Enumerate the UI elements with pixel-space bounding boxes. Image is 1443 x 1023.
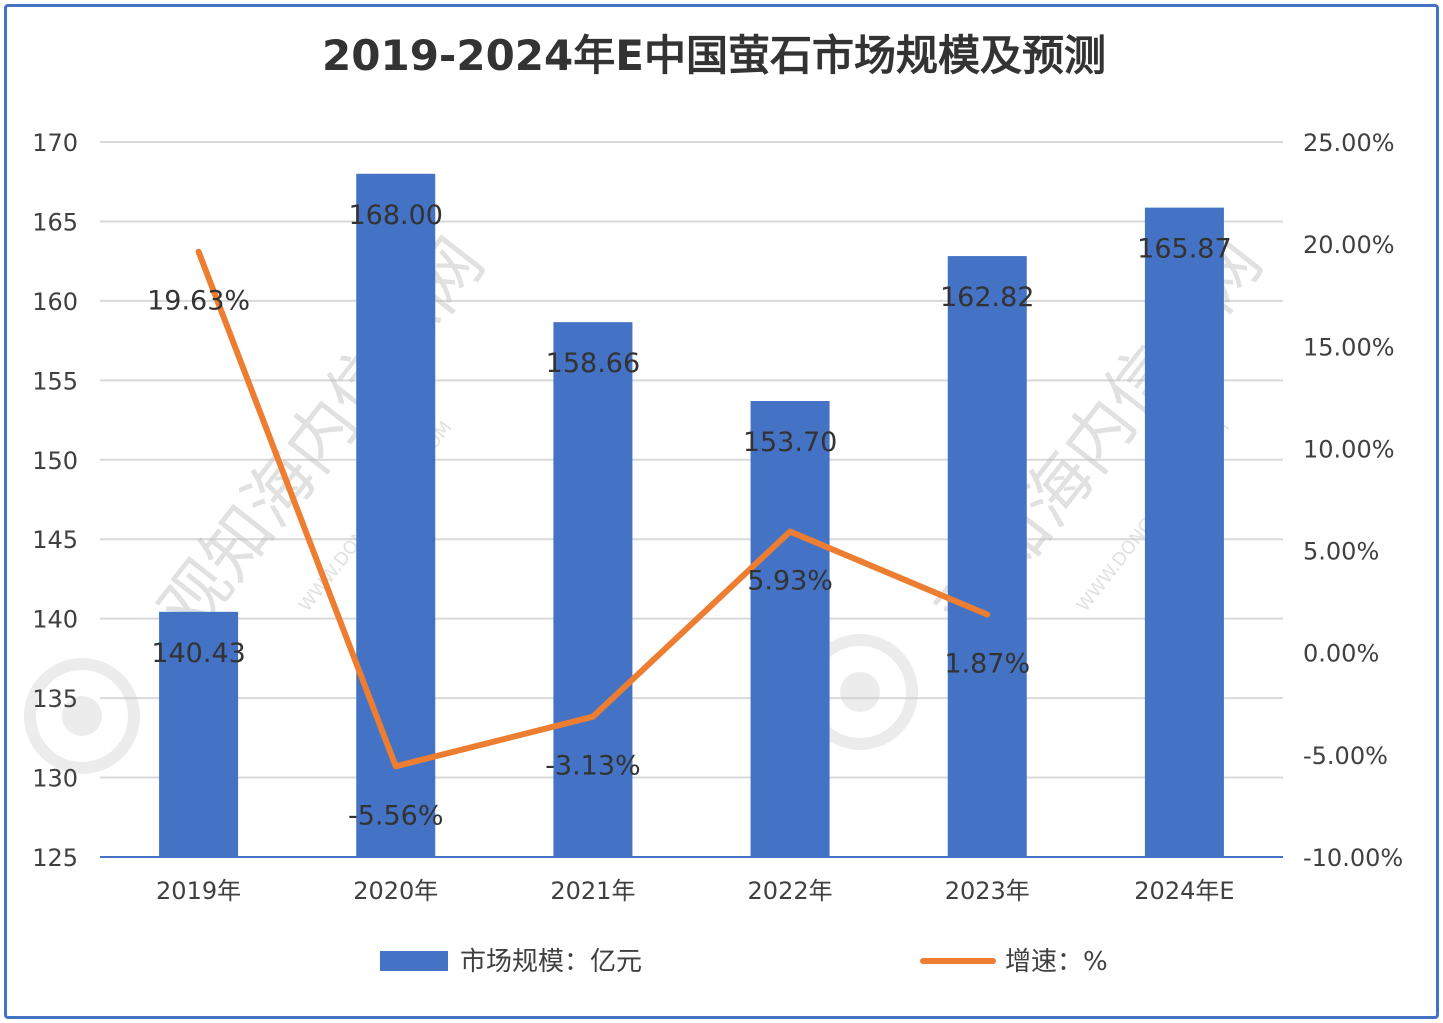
bar-data-label: 153.70 xyxy=(743,427,837,458)
x-tick-label: 2021年 xyxy=(550,877,635,905)
line-series xyxy=(195,248,991,770)
gridlines xyxy=(100,141,1283,779)
data-labels: 140.43 168.00 158.66 153.70 162.82 165.87 19.6… xyxy=(147,200,1232,832)
y-left-tick-label: 140 xyxy=(32,606,78,634)
y-left-tick-label: 135 xyxy=(32,685,78,713)
legend-label-bar: 市场规模：亿元 xyxy=(460,947,642,977)
y-right-tick-label: 10.00% xyxy=(1303,435,1395,463)
bar-data-label: 168.00 xyxy=(349,200,443,231)
watermark-logo xyxy=(62,696,102,736)
bar xyxy=(1144,207,1224,858)
legend-label-line: 增速：% xyxy=(1005,947,1108,977)
legend-swatch-bar xyxy=(380,951,448,971)
bar-series xyxy=(159,173,1224,858)
axes: 170 165 160 155 150 145 140 135 130 125 25.00% 20.0… xyxy=(32,129,1403,905)
watermark-logo xyxy=(840,672,880,712)
y-left-tick-label: 150 xyxy=(32,447,78,475)
legend: 市场规模：亿元 增速：% xyxy=(380,947,1108,977)
x-tick-label: 2023年 xyxy=(945,877,1030,905)
x-tick-label: 2019年 xyxy=(156,877,241,905)
bar-data-label: 162.82 xyxy=(940,282,1034,313)
y-left-tick-label: 145 xyxy=(32,526,78,554)
bar-data-label: 158.66 xyxy=(546,348,640,379)
y-left-tick-label: 130 xyxy=(32,765,78,793)
y-right-tick-label: 15.00% xyxy=(1303,333,1395,361)
line-data-label: -5.56% xyxy=(348,800,444,831)
y-left-tick-label: 160 xyxy=(32,288,78,316)
line-data-label: 1.87% xyxy=(944,649,1030,680)
line-data-label: -3.13% xyxy=(545,751,641,782)
y-left-tick-label: 170 xyxy=(32,129,78,157)
line-data-label: 5.93% xyxy=(747,566,833,597)
x-tick-label: 2022年 xyxy=(748,877,833,905)
bar-data-label: 140.43 xyxy=(151,638,245,669)
bar xyxy=(750,400,830,857)
bar xyxy=(159,611,239,857)
bar xyxy=(356,173,436,857)
watermark-logo xyxy=(24,658,140,774)
y-right-tick-label: 20.00% xyxy=(1303,231,1395,259)
y-left-tick-label: 165 xyxy=(32,208,78,236)
x-tick-label: 2024年E xyxy=(1134,877,1234,905)
y-right-tick-label: 0.00% xyxy=(1303,640,1379,668)
y-left-tick-label: 155 xyxy=(32,367,78,395)
y-right-tick-label: -10.00% xyxy=(1303,844,1403,872)
bar xyxy=(553,322,633,857)
bar xyxy=(947,256,1027,857)
y-left-tick-label: 125 xyxy=(32,844,78,872)
y-right-tick-label: 25.00% xyxy=(1303,129,1395,157)
bar-data-label: 165.87 xyxy=(1137,234,1231,265)
x-tick-label: 2020年 xyxy=(353,877,438,905)
line-data-label: 19.63% xyxy=(147,286,250,317)
y-right-tick-label: -5.00% xyxy=(1303,742,1388,770)
y-right-tick-label: 5.00% xyxy=(1303,538,1379,566)
chart-title: 2019-2024年E中国萤石市场规模及预测 xyxy=(322,31,1106,80)
